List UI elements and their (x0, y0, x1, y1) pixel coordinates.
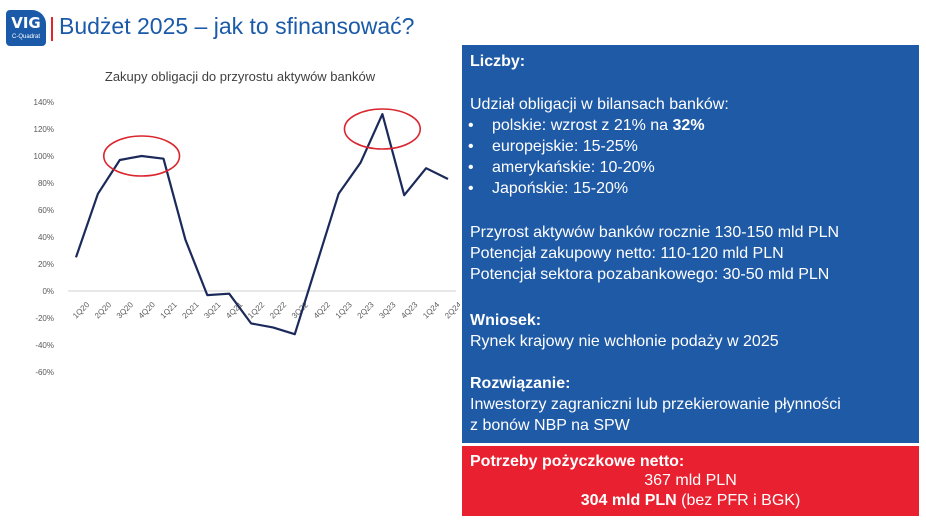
x-tick-label: 4Q23 (399, 300, 420, 321)
x-axis-ticks: 1Q20 2Q20 3Q20 4Q20 1Q21 2Q21 3Q21 4Q21 1Q22 2Q22… (71, 300, 464, 321)
x-tick-label: 3Q23 (377, 300, 398, 321)
highlight-ellipse (343, 108, 422, 150)
logo: VIG C-Quadrat (6, 10, 46, 46)
solution-line: Inwestorzy zagraniczni lub przekierowani… (470, 396, 841, 413)
bullet-marker: • (468, 159, 474, 176)
line-chart: Zakupy obligacji do przyrostu aktywów ba… (34, 69, 464, 377)
bullet-item: polskie: wzrost z 21% na 32% (492, 116, 705, 135)
needs-line2-bold: 304 mld PLN (580, 492, 677, 509)
conclusion-text: Rynek krajowy nie wchłonie podaży w 2025 (470, 333, 779, 350)
x-tick-label: 2Q21 (180, 300, 201, 321)
x-tick-label: 4Q22 (312, 300, 333, 321)
y-tick-label: -40% (35, 341, 54, 350)
y-tick-label: 140% (34, 98, 54, 107)
logo-subtext: C-Quadrat (11, 34, 40, 40)
y-tick-label: 60% (38, 206, 54, 215)
title-divider (51, 17, 53, 41)
y-tick-label: 80% (38, 179, 54, 188)
chart: Zakupy obligacji do przyrostu aktywów ba… (20, 60, 464, 390)
bullet-text: polskie: wzrost z 21% na (492, 117, 673, 134)
page-title: Budżet 2025 – jak to sfinansować? (59, 13, 415, 39)
x-tick-label: 1Q23 (334, 300, 355, 321)
logo-text: VIG (11, 14, 41, 32)
fact-line: Potencjał zakupowy netto: 110-120 mld PL… (470, 245, 784, 262)
y-tick-label: -20% (35, 314, 54, 323)
y-tick-label: -60% (35, 368, 54, 377)
bullet-marker: • (468, 117, 474, 134)
x-tick-label: 1Q20 (71, 300, 92, 321)
needs-line1: 367 mld PLN (644, 472, 737, 489)
bullet-bold-value: 32% (672, 117, 705, 134)
x-tick-label: 2Q24 (443, 300, 460, 321)
panel-heading: Liczby: (470, 53, 526, 70)
chart-title: Zakupy obligacji do przyrostu aktywów ba… (105, 69, 376, 84)
x-tick-label: 2Q22 (268, 300, 289, 321)
bullet-item: europejskie: 15-25% (492, 138, 638, 155)
data-points (75, 114, 449, 335)
y-tick-label: 40% (38, 233, 54, 242)
bullet-item: amerykańskie: 10-20% (492, 159, 655, 176)
facts-panel: Liczby: Udział obligacji w bilansach ban… (462, 45, 919, 443)
fact-line: Przyrost aktywów banków rocznie 130-150 … (470, 224, 840, 241)
needs-heading: Potrzeby pożyczkowe netto: (470, 453, 685, 470)
highlight-ellipse (102, 135, 181, 177)
x-tick-label: 4Q20 (137, 300, 158, 321)
fact-line: Potencjał sektora pozabankowego: 30-50 m… (470, 266, 830, 283)
borrowing-needs-panel: Potrzeby pożyczkowe netto: 367 mld PLN 3… (462, 446, 919, 516)
x-tick-label: 3Q20 (115, 300, 136, 321)
y-tick-label: 120% (34, 125, 54, 134)
bullet-marker: • (468, 138, 474, 155)
y-tick-label: 0% (42, 287, 54, 296)
x-tick-label: 2Q20 (93, 300, 114, 321)
y-axis-ticks: 140% 120% 100% 80% 60% 40% 20% 0% -20% -40% -60% (34, 98, 54, 377)
series-line (74, 112, 449, 336)
bullet-marker: • (468, 180, 474, 197)
solution-heading: Rozwiązanie: (470, 375, 571, 392)
share-intro: Udział obligacji w bilansach banków: (470, 96, 729, 113)
x-tick-label: 1Q21 (159, 300, 180, 321)
bullet-item: Japońskie: 15-20% (492, 180, 629, 197)
annotations (102, 108, 422, 177)
x-tick-label: 1Q24 (421, 300, 442, 321)
y-tick-label: 20% (38, 260, 54, 269)
conclusion-heading: Wniosek: (470, 312, 542, 329)
x-tick-label: 3Q21 (202, 300, 223, 321)
x-tick-label: 2Q23 (356, 300, 377, 321)
needs-line2: 304 mld PLN (bez PFR i BGK) (462, 491, 919, 510)
needs-line2-rest: (bez PFR i BGK) (676, 492, 801, 509)
y-tick-label: 100% (34, 152, 54, 161)
solution-line: z bonów NBP na SPW (470, 417, 630, 434)
x-tick-label: 1Q22 (246, 300, 267, 321)
